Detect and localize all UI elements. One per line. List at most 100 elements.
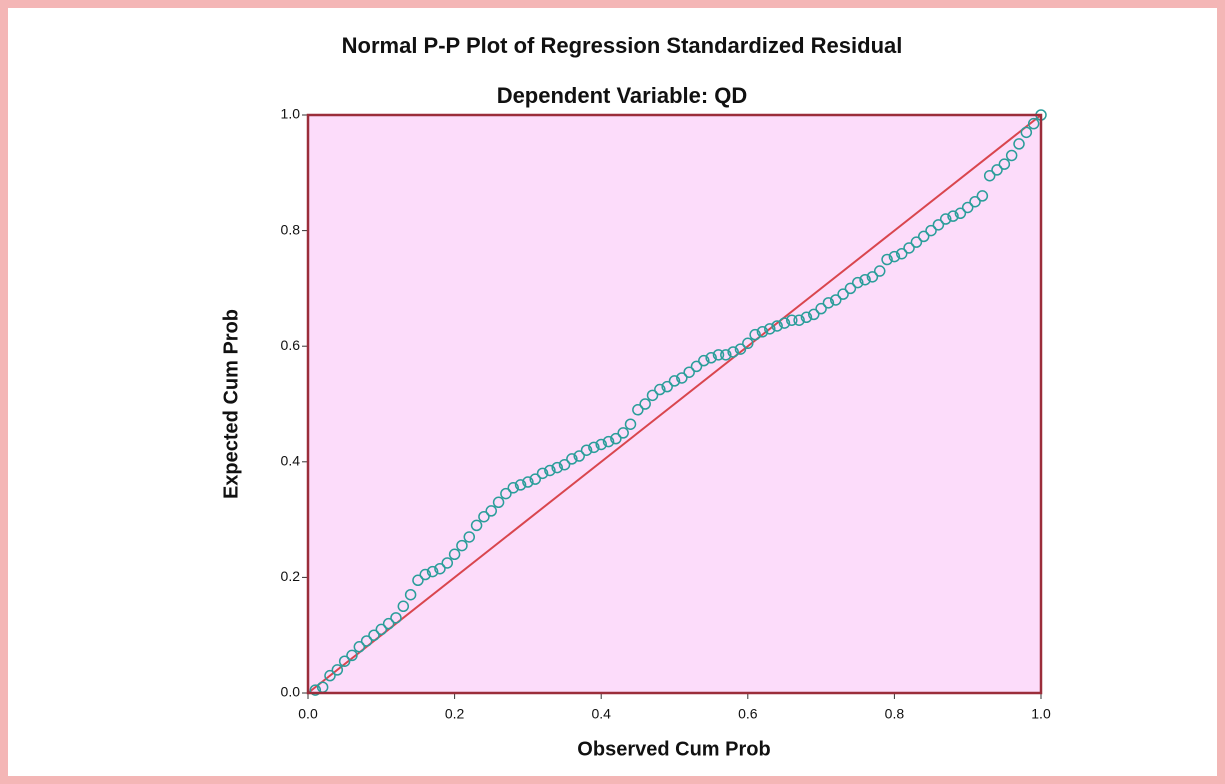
point <box>727 346 739 358</box>
point <box>500 487 512 500</box>
point <box>573 450 585 462</box>
point <box>859 273 871 286</box>
point <box>617 427 629 439</box>
point <box>610 432 622 445</box>
x-tick-label: 0.8 <box>885 706 905 722</box>
x-tick-label: 1.0 <box>1031 706 1051 722</box>
point <box>478 510 490 523</box>
y-axis-label: Expected Cum Prob <box>220 309 242 499</box>
reference-line <box>307 114 1042 694</box>
point <box>705 352 717 364</box>
point <box>873 265 886 277</box>
x-tick-label: 0.6 <box>738 706 758 722</box>
point <box>712 349 725 361</box>
point <box>778 317 791 329</box>
point <box>529 473 541 485</box>
point <box>983 169 996 182</box>
point <box>536 467 549 480</box>
point <box>888 250 901 263</box>
x-tick-label: 0.2 <box>445 706 465 722</box>
point <box>844 282 857 295</box>
chart-title: Normal P-P Plot of Regression Standardiz… <box>342 33 903 58</box>
y-tick-label: 0.0 <box>281 684 301 700</box>
point <box>976 190 989 202</box>
point <box>360 635 373 647</box>
point <box>690 360 703 373</box>
point <box>698 354 710 367</box>
point <box>800 311 813 324</box>
point <box>903 242 915 254</box>
point <box>910 236 923 248</box>
point <box>939 213 952 225</box>
point <box>448 548 461 561</box>
point <box>382 617 395 630</box>
point <box>998 158 1011 170</box>
point <box>881 253 893 266</box>
point <box>434 562 446 575</box>
point <box>830 294 842 306</box>
point <box>639 398 651 410</box>
point <box>346 649 358 662</box>
point <box>720 349 732 361</box>
point <box>456 539 468 552</box>
y-tick-label: 0.6 <box>281 337 301 353</box>
point <box>544 464 556 477</box>
point <box>426 565 439 578</box>
point <box>1013 138 1025 150</box>
point <box>331 664 344 676</box>
point <box>588 441 600 454</box>
x-axis-label: Observed Cum Prob <box>577 738 770 760</box>
point <box>463 531 476 543</box>
point <box>368 629 380 641</box>
point <box>602 435 615 448</box>
y-tick-label: 0.2 <box>281 568 301 584</box>
point <box>309 684 322 696</box>
point <box>522 476 534 488</box>
point <box>866 271 879 283</box>
x-tick-label: 0.4 <box>591 706 611 722</box>
point <box>895 247 908 260</box>
point <box>514 479 527 491</box>
point <box>786 314 798 326</box>
point <box>419 568 432 581</box>
point <box>412 574 424 587</box>
point <box>932 219 945 231</box>
point <box>558 458 571 471</box>
point <box>390 612 402 624</box>
point <box>624 418 637 430</box>
point <box>1027 117 1040 130</box>
point <box>947 210 959 222</box>
point <box>808 308 820 321</box>
point <box>756 326 769 338</box>
point <box>991 164 1003 176</box>
point <box>353 641 366 653</box>
point <box>925 224 937 237</box>
point <box>646 389 659 402</box>
point <box>551 461 563 474</box>
point <box>969 195 981 208</box>
point <box>566 453 578 465</box>
y-tick-label: 1.0 <box>281 106 301 122</box>
point <box>764 323 776 335</box>
point <box>324 669 336 682</box>
point <box>961 201 974 214</box>
point <box>771 320 783 332</box>
point <box>1005 149 1018 162</box>
point <box>661 380 673 393</box>
point <box>404 588 417 601</box>
point <box>676 372 688 384</box>
point <box>595 438 607 451</box>
point <box>749 328 761 341</box>
point <box>654 383 666 396</box>
point <box>917 230 930 243</box>
point <box>742 337 754 350</box>
point <box>734 343 747 355</box>
point <box>507 482 519 494</box>
point <box>485 505 497 517</box>
point <box>397 600 410 613</box>
point <box>793 314 805 326</box>
point <box>1020 126 1033 139</box>
x-tick-label: 0.0 <box>298 706 318 722</box>
y-tick-label: 0.8 <box>281 221 301 237</box>
